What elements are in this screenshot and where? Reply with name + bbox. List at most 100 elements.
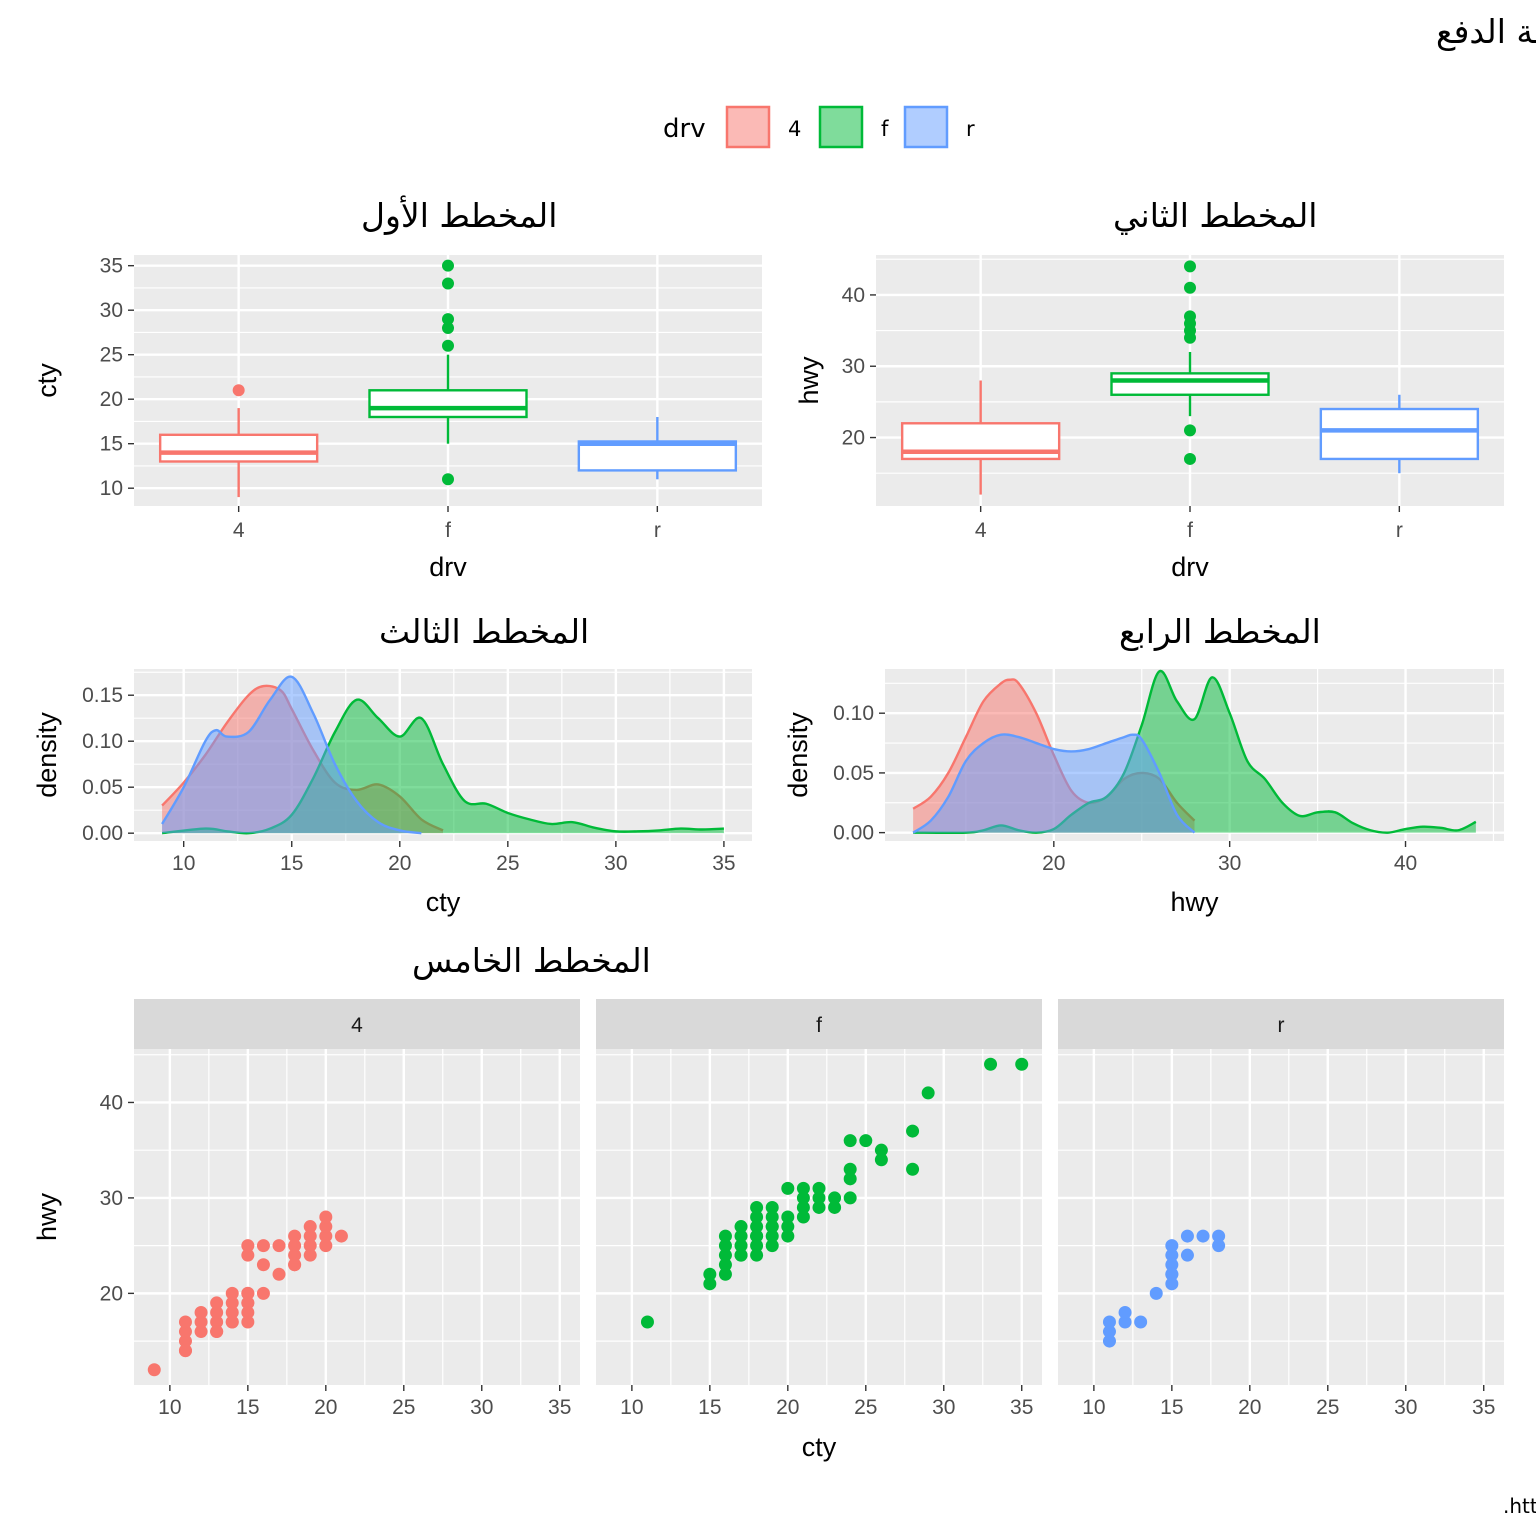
outlier-point (1184, 260, 1196, 273)
scatter-point (210, 1305, 224, 1319)
density-line-r (161, 675, 422, 835)
scatter-point (303, 1248, 317, 1262)
figure-caption: المصدر المرجعي للبيانات :https://fueleco… (1503, 1494, 1536, 1519)
scatter-point (241, 1248, 255, 1262)
x-tick-label: 15 (280, 852, 303, 875)
scatter-point (178, 1315, 192, 1329)
density-line-f (913, 670, 1477, 835)
scatter-point (812, 1191, 826, 1205)
scatter-point (303, 1220, 317, 1234)
scatter-point (1149, 1286, 1163, 1300)
scatter-point (225, 1296, 239, 1310)
scatter-point (828, 1200, 842, 1214)
box-rect (577, 440, 738, 472)
density-area-f (913, 670, 1476, 833)
y-tick-label: 0.00 (833, 822, 874, 845)
outlier-point (442, 321, 454, 334)
scatter-point (241, 1305, 255, 1319)
y-tick-label: 0.15 (82, 684, 123, 707)
scatter-point (765, 1210, 779, 1224)
x-tick-label: 20 (388, 852, 411, 875)
outlier-point (1184, 424, 1196, 437)
scatter-point (734, 1239, 748, 1253)
y-axis-label: density (783, 712, 813, 798)
scatter-point (319, 1210, 333, 1224)
density-area-r (162, 676, 422, 834)
scatter-point (194, 1315, 208, 1329)
scatter-point (921, 1086, 935, 1100)
y-axis-label: hwy (794, 356, 824, 405)
scatter-point (303, 1229, 317, 1243)
x-tick-label: 10 (1082, 1396, 1105, 1419)
scatter-point (225, 1305, 239, 1319)
facet-4: 4 10 15 20 25 30 35 (134, 999, 580, 1419)
scatter-point (796, 1191, 810, 1205)
scatter-point (1102, 1315, 1116, 1329)
box-rect (1110, 372, 1270, 396)
density-area-r (913, 734, 1195, 833)
panel-title: المخطط الثالث (379, 612, 589, 651)
x-tick-label: 25 (1316, 1396, 1339, 1419)
x-tick-label: 20 (1042, 852, 1065, 875)
scatter-point (178, 1325, 192, 1339)
scatter-point (1015, 1057, 1029, 1071)
scatter-point (178, 1344, 192, 1358)
density-panel: المخطط الرابع 0.00 0.05 0.10 20 30 40 hwy densit… (783, 612, 1504, 917)
y-axis-label: hwy (32, 1192, 62, 1241)
legend-item-r: r (903, 105, 975, 149)
scatter-point (1134, 1315, 1148, 1329)
scatter-point (1165, 1239, 1179, 1253)
scatter-point (1212, 1239, 1226, 1253)
scatter-point (1165, 1267, 1179, 1281)
legend-item-f: f (818, 105, 889, 149)
legend-title: drv (663, 114, 706, 144)
scatter-point (874, 1153, 888, 1167)
scatter-point (781, 1181, 795, 1195)
x-tick-label: 20 (776, 1396, 799, 1419)
scatter-point (765, 1200, 779, 1214)
scatter-point (843, 1162, 857, 1176)
x-tick-label: 25 (392, 1396, 415, 1419)
x-tick-label: f (1187, 519, 1193, 542)
outlier-point (442, 313, 454, 326)
x-tick-label: 25 (854, 1396, 877, 1419)
scatter-point (288, 1248, 302, 1262)
x-tick-label: 30 (1218, 852, 1241, 875)
x-tick-label: 10 (158, 1396, 181, 1419)
scatter-point (718, 1229, 732, 1243)
legend: drv 4 f r (663, 105, 975, 149)
scatter-point (718, 1267, 732, 1281)
scatter-point (796, 1181, 810, 1195)
legend-label-4: 4 (788, 117, 801, 141)
scatter-point (178, 1334, 192, 1348)
facet-r: r 10 15 20 25 30 35 (1058, 999, 1504, 1419)
scatter-point (210, 1315, 224, 1329)
scatter-point (812, 1200, 826, 1214)
scatter-point (1102, 1325, 1116, 1339)
outlier-point (442, 473, 454, 486)
x-tick-label: 15 (698, 1396, 721, 1419)
x-tick-label: 10 (620, 1396, 643, 1419)
y-tick-label: 40 (100, 1091, 123, 1114)
panel-title: المخطط الرابع (1119, 612, 1321, 651)
scatter-point (765, 1239, 779, 1253)
scatter-point (765, 1229, 779, 1243)
facet-strip (1058, 999, 1504, 1049)
x-tick-label: 15 (1160, 1396, 1183, 1419)
outlier-point (442, 259, 454, 272)
y-tick-label: 20 (100, 388, 123, 411)
y-tick-label: 30 (100, 299, 123, 322)
scatter-point (334, 1229, 348, 1243)
scatter-point (1118, 1305, 1132, 1319)
scatter-point (781, 1229, 795, 1243)
panel-background (596, 1049, 1042, 1385)
scatter-point (765, 1220, 779, 1234)
legend-label-f: f (881, 117, 889, 141)
y-tick-label: 10 (100, 477, 123, 500)
facet-f: f 10 15 20 25 30 35 (596, 999, 1042, 1419)
scatter-point (796, 1200, 810, 1214)
x-tick-label: 40 (1394, 852, 1417, 875)
x-axis-label: hwy (1170, 887, 1219, 917)
scatter-point (225, 1315, 239, 1329)
